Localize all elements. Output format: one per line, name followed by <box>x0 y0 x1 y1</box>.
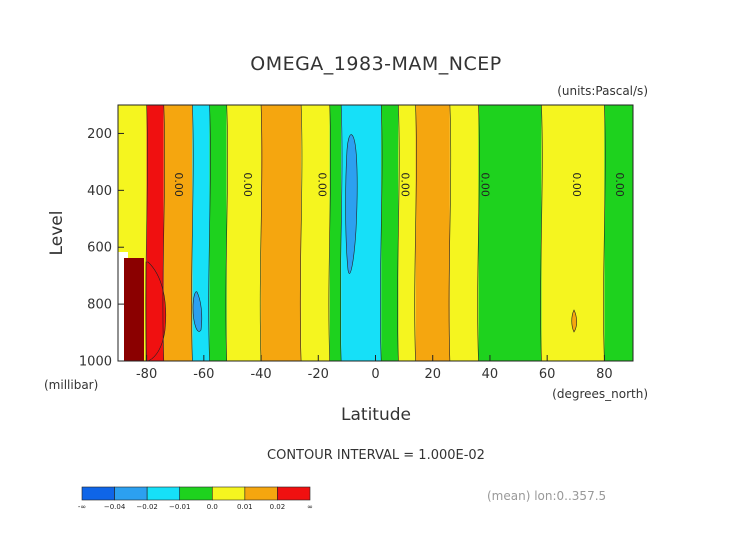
contour-lines <box>145 105 606 361</box>
missing-data-patch <box>118 252 128 361</box>
legend-label-0: -∞ <box>78 503 86 511</box>
color-legend: -∞ −0.04 −0.02 −0.01 0.0 0.01 0.02 ∞ <box>78 486 313 511</box>
x-tick-label-8: 80 <box>596 367 613 382</box>
band-2 <box>163 105 193 361</box>
contour-line-5 <box>259 105 263 361</box>
y-tick-label-4: 1000 <box>79 355 112 370</box>
zero-contour-label-2: 0.00 <box>315 172 328 197</box>
contour-line-13 <box>477 105 480 361</box>
x-tick-label-0: -80 <box>136 367 157 382</box>
y-tick-label-1: 400 <box>87 184 112 199</box>
extreme-high-patch <box>124 258 144 361</box>
band-6 <box>261 105 302 361</box>
contour-blob-equator-blue <box>345 134 358 274</box>
x-axis-title: Latitude <box>341 405 411 425</box>
contour-line-9 <box>380 105 383 361</box>
y-axis: 200 400 600 800 1000 <box>79 127 124 370</box>
legend-label-4: 0.0 <box>207 503 218 511</box>
legend-label-3: −0.01 <box>169 503 190 511</box>
zero-contour-label-3: 0.00 <box>398 172 411 197</box>
legend-swatch-3 <box>179 486 213 501</box>
units-label: (units:Pascal/s) <box>557 84 648 98</box>
band-11 <box>398 105 416 361</box>
contour-line-14 <box>540 105 543 361</box>
band-4 <box>209 105 227 361</box>
y-tick-label-0: 200 <box>87 127 112 142</box>
band-12 <box>415 105 450 361</box>
legend-label-1: −0.04 <box>104 503 126 511</box>
legend-swatch-0 <box>81 486 115 501</box>
legend-label-7: ∞ <box>307 503 313 511</box>
contour-line-11 <box>414 105 417 361</box>
legend-swatch-5 <box>244 486 278 501</box>
band-10 <box>381 105 399 361</box>
y-tick-label-2: 600 <box>87 241 112 256</box>
legend-swatch-2 <box>146 486 181 501</box>
x-tick-label-7: 60 <box>539 367 556 382</box>
x-axis-unit: (degrees_north) <box>552 387 648 401</box>
contour-line-8 <box>340 105 343 361</box>
contour-line-15 <box>603 105 606 361</box>
contour-spot-orange-east <box>571 309 577 333</box>
band-5 <box>226 105 262 361</box>
zero-contour-label-0: 0.00 <box>172 172 185 197</box>
chart-title: OMEGA_1983-MAM_NCEP <box>250 53 502 75</box>
band-8 <box>329 105 342 361</box>
contour-line-12 <box>448 105 452 361</box>
x-tick-label-6: 40 <box>482 367 499 382</box>
y-axis-title: Level <box>47 211 67 256</box>
y-axis-unit: (millibar) <box>44 378 98 392</box>
legend-label-2: −0.02 <box>136 503 157 511</box>
zero-contour-label-5: 0.00 <box>570 172 583 197</box>
zero-contour-label-1: 0.00 <box>241 172 254 197</box>
contour-line-10 <box>397 105 400 361</box>
contour-line-6 <box>299 105 303 361</box>
y-tick-label-3: 800 <box>87 298 112 313</box>
legend-swatch-6 <box>277 486 311 501</box>
zero-contour-label-6: 0.00 <box>613 172 626 197</box>
band-layer <box>118 105 633 361</box>
contour-line-4 <box>225 105 228 361</box>
x-tick-label-4: 0 <box>371 367 379 382</box>
band-16 <box>604 105 633 361</box>
contour-blob-south-blue <box>192 291 203 332</box>
contour-line-2 <box>191 105 194 361</box>
band-13 <box>449 105 479 361</box>
x-tick-label-1: -60 <box>193 367 214 382</box>
contour-labels: 0.00 0.00 0.00 0.00 0.00 0.00 0.00 <box>172 172 626 197</box>
contour-line-3 <box>208 105 211 361</box>
legend-swatch-4 <box>211 486 246 501</box>
plot-area: 0.00 0.00 0.00 0.00 0.00 0.00 0.00 <box>118 105 633 361</box>
x-tick-label-3: -20 <box>308 367 329 382</box>
legend-swatch-1 <box>114 486 148 501</box>
contour-line-1 <box>162 105 165 361</box>
zero-contour-label-4: 0.00 <box>478 172 491 197</box>
band-7 <box>301 105 330 361</box>
footer-note: (mean) lon:0..357.5 <box>487 489 606 503</box>
band-14 <box>478 105 542 361</box>
contour-interval-label: CONTOUR INTERVAL = 1.000E-02 <box>267 448 485 463</box>
x-tick-label-5: 20 <box>424 367 441 382</box>
legend-label-5: 0.01 <box>237 503 253 511</box>
x-axis: -80 -60 -40 -20 0 20 40 60 80 <box>136 355 613 382</box>
contour-line-0 <box>145 105 148 361</box>
detail-layer <box>118 134 577 361</box>
x-tick-label-2: -40 <box>250 367 271 382</box>
legend-label-6: 0.02 <box>270 503 286 511</box>
contour-line-7 <box>328 105 331 361</box>
